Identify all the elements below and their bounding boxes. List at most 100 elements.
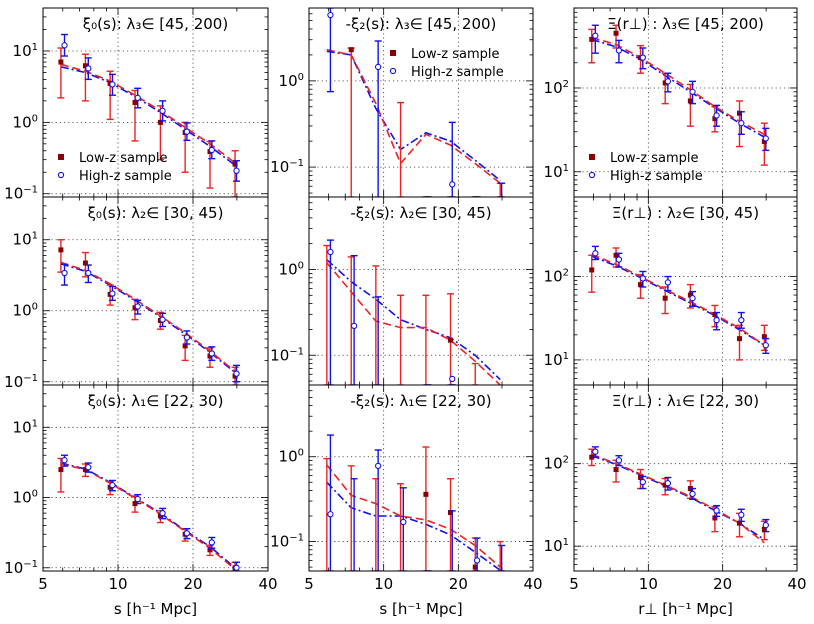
panel-4: -ξ₂(s): λ₂∈ [30, 45) 10−1 100 <box>270 196 534 386</box>
tick-marks <box>42 384 269 572</box>
panel-title: -ξ₂(s): λ₂∈ [30, 45) <box>350 204 491 222</box>
high-z-point <box>592 448 599 455</box>
y-tick-label: 100 <box>279 72 304 90</box>
high-z-point <box>327 11 334 19</box>
high-z-point <box>615 457 623 464</box>
grid-lines <box>574 8 797 197</box>
y-tick-label: 101 <box>544 163 569 181</box>
low-z-model-curve <box>326 262 501 385</box>
panel-title: -ξ₂(s): λ₁∈ [22, 30) <box>350 392 491 410</box>
panel-title: ξ₀(s): λ₂∈ [30, 45) <box>88 204 224 222</box>
x-tick-label: 40 <box>258 575 277 593</box>
legend: Low-z sample High-z sample <box>57 151 172 184</box>
tick-marks <box>308 384 534 571</box>
high-z-point <box>109 290 116 297</box>
legend: Low-z sample High-z sample <box>588 151 703 184</box>
low-z-model-curve <box>326 464 501 568</box>
legend-low-marker <box>589 154 595 160</box>
y-tick-label: 101 <box>544 537 569 555</box>
high-z-point <box>208 539 215 546</box>
grid-lines <box>574 197 797 385</box>
panel-title: Ξ(r⊥) : λ₃∈ [45, 200) <box>607 15 764 33</box>
y-tick-label: 10−1 <box>270 158 304 176</box>
high-z-model-curve <box>591 38 765 138</box>
x-tick-label: 10 <box>374 575 393 593</box>
low-z-point <box>613 252 619 258</box>
high-z-point <box>85 464 92 471</box>
low-z-model-curve <box>326 48 501 184</box>
y-tick-label: 10−1 <box>4 559 38 577</box>
low-z-point <box>761 526 767 532</box>
low-z-point <box>589 36 595 42</box>
x-tick-label: 20 <box>449 575 468 593</box>
legend: Low-z sample High-z sample <box>389 47 504 80</box>
high-z-model-curve <box>60 66 236 166</box>
legend-low-label: Low-z sample <box>610 151 699 166</box>
high-z-model-curve <box>326 259 501 381</box>
plot-area <box>57 239 241 385</box>
panel-frame <box>42 196 269 386</box>
low-z-point <box>82 260 88 266</box>
low-z-point <box>132 99 138 105</box>
y-tick-label: 102 <box>544 268 569 286</box>
legend-high-label: High-z sample <box>610 169 703 184</box>
x-tick-label: 20 <box>713 575 732 593</box>
panel-title: Ξ(r⊥) : λ₁∈ [22, 30) <box>612 392 759 410</box>
high-z-point <box>233 370 240 377</box>
legend-low-marker <box>58 154 64 160</box>
low-z-point <box>157 513 163 519</box>
panel-frame <box>573 384 798 572</box>
grid-lines <box>309 8 533 197</box>
plot-area <box>323 239 501 385</box>
y-tick-label: 100 <box>279 260 304 278</box>
low-z-point <box>687 292 693 298</box>
high-z-point <box>183 128 191 135</box>
high-z-point <box>61 457 68 464</box>
high-z-point <box>85 269 92 277</box>
low-z-point <box>638 475 644 481</box>
high-z-point <box>61 269 68 277</box>
y-tick-label: 10−1 <box>4 185 38 203</box>
low-z-point <box>737 520 743 526</box>
low-z-point <box>232 161 238 167</box>
legend-low-marker <box>390 50 396 56</box>
high-z-model-curve <box>60 262 236 374</box>
high-z-point <box>134 303 141 310</box>
x-axis-label: r⊥ [h⁻¹ Mpc] <box>638 600 733 618</box>
low-z-point <box>613 30 619 36</box>
low-z-point <box>348 47 354 53</box>
low-z-model-curve <box>60 63 236 164</box>
legend-high-marker <box>588 171 596 179</box>
tick-marks <box>42 196 269 386</box>
panel-8: Ξ(r⊥) : λ₁∈ [22, 30) 101 102 <box>544 384 798 572</box>
low-z-point <box>58 59 64 65</box>
plot-area <box>588 245 770 361</box>
low-z-point <box>589 267 595 273</box>
panel-0: ξ₀(s): λ₃∈ [45, 200) 10−1 100 101 Low-z samp… <box>4 7 269 203</box>
high-z-point <box>61 42 68 49</box>
y-tick-label: 100 <box>13 302 38 320</box>
high-z-point <box>350 322 358 330</box>
low-z-model-curve <box>591 253 765 346</box>
y-tick-label: 102 <box>544 79 569 97</box>
high-z-point <box>592 32 599 39</box>
high-z-point <box>664 480 672 487</box>
plot-area <box>57 33 241 197</box>
low-z-point <box>157 119 163 125</box>
y-tick-label: 10−1 <box>270 346 304 364</box>
low-z-point <box>638 282 644 288</box>
y-tick-label: 101 <box>13 42 38 60</box>
x-axis-label: s [h⁻¹ Mpc] <box>114 600 197 618</box>
high-z-point <box>449 375 456 383</box>
low-z-point <box>687 98 693 104</box>
low-z-point <box>82 467 88 473</box>
high-z-point <box>738 316 745 324</box>
panel-2: Ξ(r⊥) : λ₃∈ [45, 200) 101 102 Low-z sample H… <box>544 7 798 198</box>
low-z-point <box>207 547 213 553</box>
low-z-point <box>662 295 668 301</box>
high-z-model-curve <box>326 481 501 571</box>
y-tick-label: 100 <box>279 448 304 466</box>
high-z-point <box>664 279 672 286</box>
panel-1: -ξ₂(s): λ₃∈ [45, 200) 10−1 100 Low-z sample… <box>270 7 534 198</box>
low-z-point <box>589 454 595 460</box>
